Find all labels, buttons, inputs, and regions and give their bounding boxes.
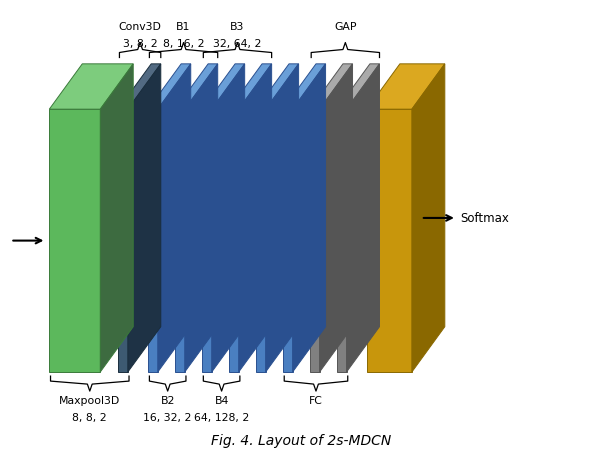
Polygon shape (202, 110, 212, 372)
Polygon shape (175, 110, 185, 372)
Polygon shape (238, 65, 272, 372)
Text: 16, 32, 2: 16, 32, 2 (143, 412, 192, 422)
Text: B2: B2 (161, 395, 175, 405)
Polygon shape (202, 65, 244, 110)
Text: Fig. 4. Layout of 2s-MDCN: Fig. 4. Layout of 2s-MDCN (211, 433, 391, 447)
Polygon shape (256, 110, 265, 372)
Text: Softmax: Softmax (460, 212, 509, 225)
Polygon shape (185, 65, 218, 372)
Polygon shape (256, 65, 299, 110)
Text: FC: FC (309, 395, 323, 405)
Polygon shape (347, 65, 379, 372)
Polygon shape (118, 110, 128, 372)
Polygon shape (310, 65, 353, 110)
Polygon shape (148, 110, 158, 372)
Polygon shape (283, 110, 293, 372)
Text: B4: B4 (214, 395, 229, 405)
Polygon shape (310, 110, 320, 372)
Text: Conv3D: Conv3D (119, 22, 161, 32)
Polygon shape (320, 65, 353, 372)
Polygon shape (229, 110, 238, 372)
Text: 32, 64, 2: 32, 64, 2 (213, 39, 262, 49)
Polygon shape (265, 65, 299, 372)
Polygon shape (293, 65, 326, 372)
Polygon shape (229, 65, 272, 110)
Text: 8, 16, 2: 8, 16, 2 (163, 39, 204, 49)
Polygon shape (367, 110, 412, 372)
Polygon shape (158, 65, 191, 372)
Polygon shape (49, 65, 133, 110)
Polygon shape (367, 65, 445, 110)
Polygon shape (412, 65, 445, 372)
Polygon shape (212, 65, 244, 372)
Polygon shape (337, 110, 347, 372)
Polygon shape (175, 65, 218, 110)
Polygon shape (128, 65, 161, 372)
Text: B3: B3 (231, 22, 244, 32)
Text: Maxpool3D: Maxpool3D (59, 395, 120, 405)
Polygon shape (118, 65, 161, 110)
Text: 3, 8, 2: 3, 8, 2 (123, 39, 157, 49)
Text: 8, 8, 2: 8, 8, 2 (72, 412, 107, 422)
Polygon shape (337, 65, 379, 110)
Text: B1: B1 (176, 22, 191, 32)
Polygon shape (49, 110, 101, 372)
Polygon shape (283, 65, 326, 110)
Text: 64, 128, 2: 64, 128, 2 (194, 412, 249, 422)
Text: GAP: GAP (334, 22, 356, 32)
Polygon shape (101, 65, 133, 372)
Polygon shape (148, 65, 191, 110)
